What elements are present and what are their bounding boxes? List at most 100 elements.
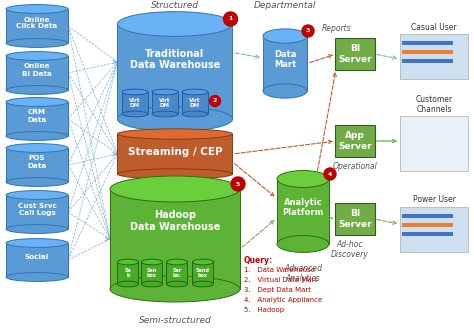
Bar xyxy=(118,24,233,119)
Ellipse shape xyxy=(118,281,138,287)
Text: POS
Data: POS Data xyxy=(27,156,46,168)
Text: BI
Server: BI Server xyxy=(338,209,372,229)
Text: 4: 4 xyxy=(328,171,332,176)
Text: Semi-structured: Semi-structured xyxy=(138,316,211,325)
Ellipse shape xyxy=(166,259,188,265)
Text: BI
Server: BI Server xyxy=(338,44,372,64)
Text: 5.   Hadoop: 5. Hadoop xyxy=(244,307,284,313)
Ellipse shape xyxy=(263,29,307,43)
Ellipse shape xyxy=(6,178,68,186)
Ellipse shape xyxy=(6,224,68,233)
Text: Departmental: Departmental xyxy=(254,1,316,10)
Bar xyxy=(400,34,468,79)
Bar xyxy=(182,92,208,114)
Ellipse shape xyxy=(110,176,240,202)
Text: Virt
DM: Virt DM xyxy=(129,98,141,109)
Ellipse shape xyxy=(192,281,213,287)
Ellipse shape xyxy=(6,191,68,199)
Ellipse shape xyxy=(182,89,208,95)
Text: 5: 5 xyxy=(236,181,240,186)
Text: 1.   Data Warehouse: 1. Data Warehouse xyxy=(244,267,315,273)
Ellipse shape xyxy=(6,5,68,13)
Text: 4.   Analytic Appliance: 4. Analytic Appliance xyxy=(244,297,322,303)
Text: Online
BI Data: Online BI Data xyxy=(22,63,52,76)
Bar xyxy=(110,189,240,289)
Bar xyxy=(400,116,468,171)
Ellipse shape xyxy=(118,107,233,131)
Bar xyxy=(6,148,68,182)
Text: Online
Click Data: Online Click Data xyxy=(17,16,58,29)
Text: Data
Mart: Data Mart xyxy=(274,50,296,69)
Text: Reports: Reports xyxy=(322,24,352,33)
Text: Traditional
Data Warehouse: Traditional Data Warehouse xyxy=(130,49,220,70)
FancyBboxPatch shape xyxy=(335,38,375,70)
Bar xyxy=(6,243,68,277)
Ellipse shape xyxy=(122,89,148,95)
Ellipse shape xyxy=(118,129,233,139)
Bar xyxy=(402,41,453,45)
Text: Advanced
Analytics: Advanced Analytics xyxy=(284,264,322,284)
Text: Sar
bo:: Sar bo: xyxy=(173,268,182,279)
Text: Analytic
Platform: Analytic Platform xyxy=(283,198,324,217)
Ellipse shape xyxy=(192,259,213,265)
Ellipse shape xyxy=(166,281,188,287)
Bar xyxy=(6,195,68,229)
Text: App
Server: App Server xyxy=(338,131,372,151)
Bar xyxy=(402,59,453,63)
FancyBboxPatch shape xyxy=(335,203,375,235)
Text: Casual User: Casual User xyxy=(411,23,457,32)
Bar xyxy=(263,36,307,91)
Ellipse shape xyxy=(6,132,68,140)
Text: Virt
DM: Virt DM xyxy=(189,98,201,109)
Text: Cust Srvc
Call Logs: Cust Srvc Call Logs xyxy=(18,202,56,215)
Ellipse shape xyxy=(6,98,68,107)
Text: Hadoop
Data Warehouse: Hadoop Data Warehouse xyxy=(130,210,220,232)
Text: Social: Social xyxy=(25,254,49,260)
Circle shape xyxy=(231,177,245,191)
Bar xyxy=(152,92,178,114)
Bar xyxy=(402,223,453,227)
Text: 3: 3 xyxy=(306,28,310,33)
Bar xyxy=(277,179,329,244)
Ellipse shape xyxy=(6,51,68,60)
Text: Virt
DM: Virt DM xyxy=(159,98,171,109)
Bar xyxy=(166,262,188,284)
Ellipse shape xyxy=(277,171,329,187)
Ellipse shape xyxy=(6,86,68,95)
Ellipse shape xyxy=(118,259,138,265)
Text: Structured: Structured xyxy=(151,1,199,10)
Ellipse shape xyxy=(263,84,307,98)
Ellipse shape xyxy=(152,111,178,117)
Text: Ad-hoc
Discovery: Ad-hoc Discovery xyxy=(331,240,369,260)
Bar xyxy=(192,262,213,284)
Ellipse shape xyxy=(142,281,163,287)
Ellipse shape xyxy=(6,273,68,282)
Bar xyxy=(118,134,233,174)
Bar xyxy=(402,214,453,218)
Bar xyxy=(402,232,453,236)
Text: 1: 1 xyxy=(228,16,233,21)
Text: CRM
Data: CRM Data xyxy=(27,110,46,123)
Bar xyxy=(6,102,68,136)
Text: Sa
b: Sa b xyxy=(125,268,131,279)
Ellipse shape xyxy=(152,89,178,95)
Ellipse shape xyxy=(6,39,68,47)
Bar xyxy=(6,56,68,90)
Ellipse shape xyxy=(118,12,233,36)
Ellipse shape xyxy=(118,169,233,179)
Text: Streaming / CEP: Streaming / CEP xyxy=(128,147,222,157)
Circle shape xyxy=(224,12,237,26)
Ellipse shape xyxy=(277,235,329,253)
Bar xyxy=(118,262,138,284)
Bar xyxy=(6,9,68,43)
Text: 2: 2 xyxy=(213,99,217,104)
Text: Customer
Channels: Customer Channels xyxy=(415,95,453,114)
Circle shape xyxy=(324,168,336,180)
Text: 3.   Dept Data Mart: 3. Dept Data Mart xyxy=(244,287,311,293)
FancyBboxPatch shape xyxy=(335,125,375,157)
Ellipse shape xyxy=(110,276,240,302)
Text: San
box: San box xyxy=(147,268,157,279)
Text: Operational: Operational xyxy=(333,162,377,171)
Ellipse shape xyxy=(182,111,208,117)
Text: Sand
box: Sand box xyxy=(196,268,210,279)
